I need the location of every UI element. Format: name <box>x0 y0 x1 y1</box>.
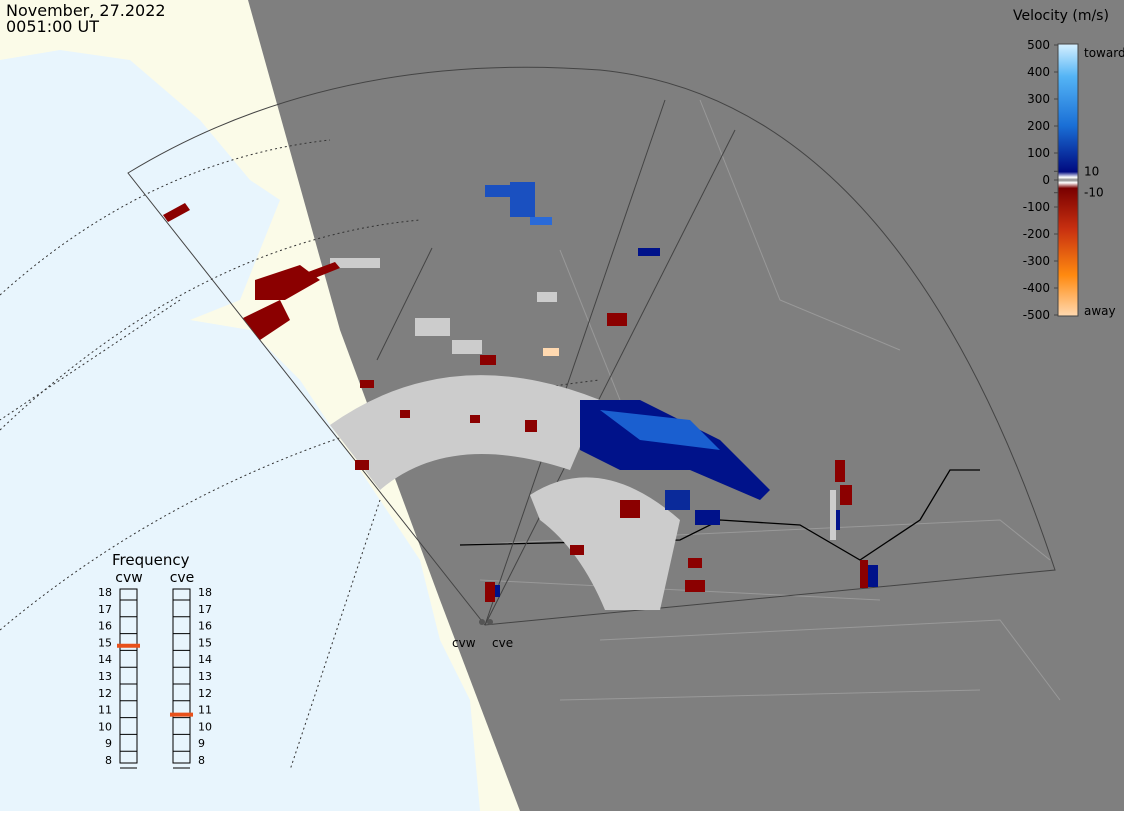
us-border <box>459 469 980 561</box>
tick-label: 15 <box>198 636 212 649</box>
tick-label: -200 <box>1023 227 1050 241</box>
frequency-title: Frequency <box>112 551 190 569</box>
tick-label: 16 <box>98 620 112 633</box>
tick-label: 18 <box>198 586 212 599</box>
tick-label: 17 <box>198 603 212 616</box>
tick-label: 9 <box>198 737 205 750</box>
scatter-cells <box>163 182 878 610</box>
tick-label: 15 <box>98 636 112 649</box>
tick-label: 8 <box>198 754 205 767</box>
date: November, 27.2022 <box>6 1 166 20</box>
tick-label: 16 <box>198 620 212 633</box>
frequency-box <box>119 588 138 764</box>
tick-label: 400 <box>1027 65 1050 79</box>
tick-label: 10 <box>98 720 112 733</box>
tick-label: 11 <box>198 704 212 717</box>
tick-label: -300 <box>1023 254 1050 268</box>
tick-label: 11 <box>98 704 112 717</box>
radar-name: cvw <box>115 570 142 586</box>
radar-fov <box>127 66 1056 626</box>
tick-label: 14 <box>98 653 112 666</box>
radar-name: cve <box>170 570 195 586</box>
legend-away: away <box>1084 304 1116 318</box>
tick-label: 200 <box>1027 119 1050 133</box>
tick-label: -500 <box>1023 308 1050 322</box>
site-label: cvw <box>452 636 476 650</box>
tick-label: 17 <box>98 603 112 616</box>
tick-label: 0 <box>1042 173 1050 187</box>
frequency-box <box>172 588 191 764</box>
tick-label: 18 <box>98 586 112 599</box>
tick-label: 14 <box>198 653 212 666</box>
time: 0051:00 UT <box>6 17 99 36</box>
night-region <box>248 0 1124 811</box>
site-marker <box>487 619 493 625</box>
tick-label: 8 <box>105 754 112 767</box>
tick-label: 12 <box>198 687 212 700</box>
site-label: cve <box>492 636 513 650</box>
legend-title: Velocity (m/s) <box>1013 8 1109 24</box>
tick-label: 12 <box>98 687 112 700</box>
site-marker <box>479 619 485 625</box>
tick-label: 9 <box>105 737 112 750</box>
tick-label: -100 <box>1023 200 1050 214</box>
tick-label: 13 <box>198 670 212 683</box>
tick-label: 13 <box>98 670 112 683</box>
tick-label: -400 <box>1023 281 1050 295</box>
tick-label: 300 <box>1027 92 1050 106</box>
legend-toward: toward <box>1084 46 1124 60</box>
tick-label: 10 <box>198 720 212 733</box>
tick-label: 100 <box>1027 146 1050 160</box>
tick-label: -10 <box>1084 186 1104 200</box>
tick-label: 500 <box>1027 38 1050 52</box>
land <box>0 0 520 811</box>
colorbar <box>1057 43 1079 317</box>
tick-label: 10 <box>1084 164 1099 178</box>
